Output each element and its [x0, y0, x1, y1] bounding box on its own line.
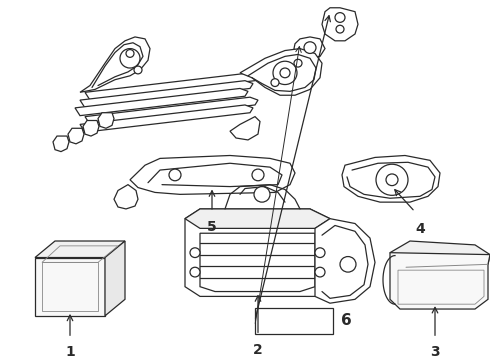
Circle shape [376, 164, 408, 195]
Circle shape [280, 68, 290, 78]
Circle shape [252, 169, 264, 181]
Polygon shape [315, 219, 375, 303]
Polygon shape [80, 81, 253, 108]
Circle shape [169, 169, 181, 181]
Polygon shape [230, 117, 260, 140]
Circle shape [304, 42, 316, 53]
Polygon shape [85, 97, 258, 125]
Text: 1: 1 [65, 345, 75, 359]
Polygon shape [85, 73, 258, 100]
Polygon shape [130, 156, 295, 194]
Polygon shape [68, 128, 84, 144]
Circle shape [340, 257, 356, 272]
Circle shape [386, 174, 398, 186]
Polygon shape [35, 241, 125, 257]
Circle shape [335, 13, 345, 22]
Text: 6: 6 [341, 314, 352, 328]
Text: 5: 5 [207, 220, 217, 234]
Polygon shape [200, 233, 315, 292]
Circle shape [294, 59, 302, 67]
Polygon shape [322, 8, 358, 41]
Circle shape [254, 186, 270, 202]
Polygon shape [390, 253, 490, 309]
Polygon shape [80, 37, 150, 92]
Text: 4: 4 [415, 221, 425, 235]
Polygon shape [53, 136, 69, 152]
Circle shape [273, 61, 297, 85]
Circle shape [120, 49, 140, 68]
Polygon shape [240, 49, 322, 95]
Circle shape [190, 248, 200, 257]
Polygon shape [294, 37, 325, 58]
Circle shape [126, 50, 134, 57]
Circle shape [336, 25, 344, 33]
Circle shape [315, 267, 325, 277]
Polygon shape [185, 209, 330, 296]
Circle shape [315, 248, 325, 257]
Polygon shape [80, 105, 253, 132]
Polygon shape [114, 185, 138, 209]
Circle shape [190, 267, 200, 277]
Polygon shape [83, 121, 99, 136]
Polygon shape [75, 89, 248, 116]
Bar [255, 308, 333, 334]
Polygon shape [35, 257, 105, 316]
Circle shape [134, 66, 142, 74]
Circle shape [271, 79, 279, 86]
Polygon shape [390, 241, 490, 270]
Polygon shape [342, 156, 440, 202]
Polygon shape [98, 113, 114, 128]
Polygon shape [105, 241, 125, 316]
Text: 2: 2 [253, 343, 263, 357]
Polygon shape [185, 209, 330, 228]
Text: 3: 3 [430, 345, 440, 359]
